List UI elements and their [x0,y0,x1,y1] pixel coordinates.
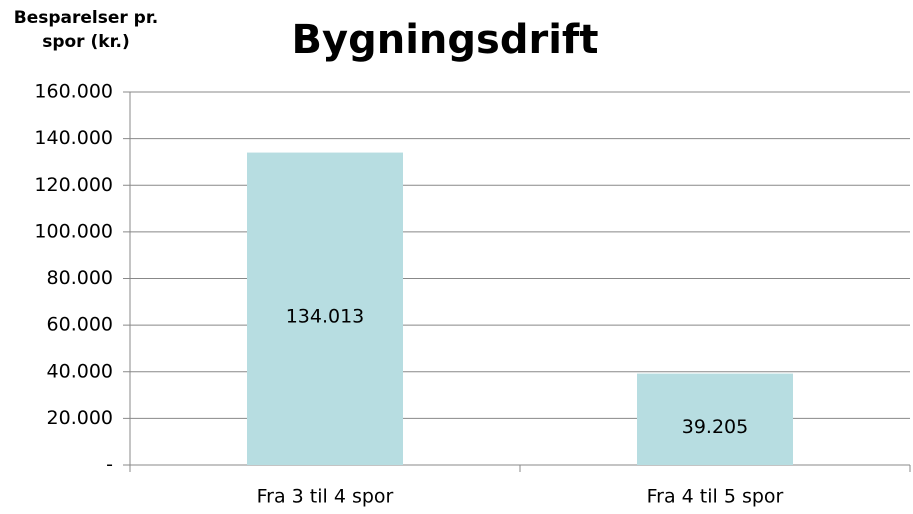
chart-title: Bygningsdrift [292,17,599,63]
y-tick-label: 120.000 [34,174,113,196]
data-label: 134.013 [286,305,365,327]
y-tick-label: 20.000 [47,407,113,429]
y-tick-label: 60.000 [47,314,113,336]
y-tick-label: 100.000 [34,220,113,242]
y-axis-label: Besparelser pr. spor (kr.) [13,8,159,52]
y-tick-label: 160.000 [34,81,113,103]
x-tick-label: Fra 3 til 4 spor [257,486,394,508]
bar [247,152,403,465]
y-tick-label: 40.000 [47,360,113,382]
bar [637,373,793,465]
y-tick-label: 80.000 [47,267,113,289]
y-tick-label: 140.000 [34,127,113,149]
x-tick-label: Fra 4 til 5 spor [647,486,784,508]
data-label: 39.205 [682,416,748,438]
y-tick-label: - [106,454,113,476]
